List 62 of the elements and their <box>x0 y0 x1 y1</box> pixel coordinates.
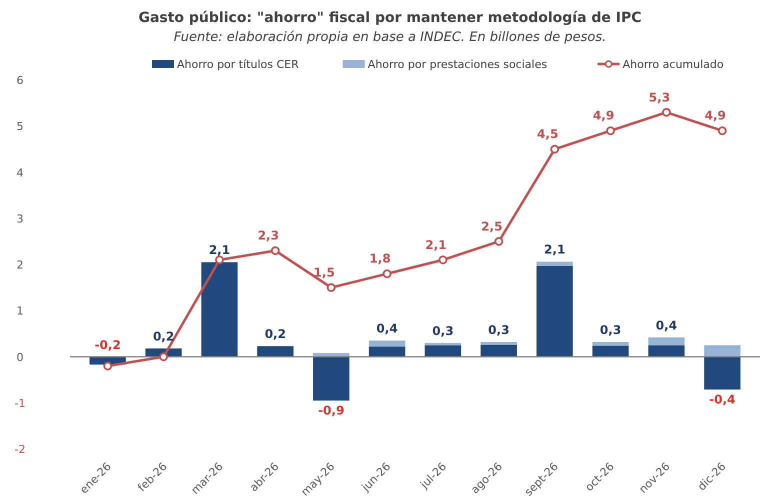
bar <box>424 345 462 357</box>
data-label: 2,3 <box>258 228 279 243</box>
chart-title: Gasto público: "ahorro" fiscal por mantener metodología de IPC <box>138 10 642 26</box>
y-tick-label: -1 <box>14 396 26 410</box>
y-tick-label: 6 <box>16 74 24 87</box>
bar <box>704 345 740 357</box>
total-label: 0,3 <box>432 324 454 338</box>
total-label: 0,3 <box>600 322 622 337</box>
y-tick-label: 5 <box>16 120 24 134</box>
data-label: 2,1 <box>425 238 447 252</box>
total-label: -0,4 <box>709 392 736 406</box>
y-tick-label: -2 <box>14 443 26 456</box>
bar <box>368 346 406 357</box>
data-label: 1,8 <box>369 252 391 266</box>
total-label: 2,1 <box>544 242 566 257</box>
bar <box>368 340 406 347</box>
legend-label: Ahorro acumulado <box>622 58 724 71</box>
bar <box>704 356 740 390</box>
bar <box>592 342 629 346</box>
point <box>382 269 392 278</box>
bar <box>648 337 685 346</box>
bar <box>480 344 517 357</box>
bar <box>313 356 350 401</box>
legend-label: Ahorro por prestaciones sociales <box>368 58 548 71</box>
total-label: 2,1 <box>208 243 230 258</box>
point <box>718 126 727 136</box>
point <box>438 255 448 264</box>
total-label: 0,2 <box>152 329 174 344</box>
legend-label: Ahorro por títulos CER <box>177 58 300 71</box>
point <box>606 126 615 136</box>
point <box>270 246 280 256</box>
total-label: 0,2 <box>264 327 286 342</box>
bar <box>648 345 685 357</box>
point <box>550 144 560 154</box>
bar <box>257 346 294 357</box>
chart-subtitle: Fuente: elaboración propia en base a INDEC. En billones de pesos. <box>174 30 606 45</box>
point <box>326 283 336 292</box>
point <box>159 352 168 362</box>
data-label: 4,9 <box>704 108 726 123</box>
bar <box>592 346 629 357</box>
total-label: 0,4 <box>376 322 398 336</box>
data-label: 5,3 <box>648 90 670 104</box>
bar <box>536 262 573 266</box>
total-label: 0,4 <box>656 318 678 332</box>
total-label: -0,9 <box>318 404 344 418</box>
total-label: -0,2 <box>94 338 121 352</box>
bar <box>480 342 517 345</box>
data-label: 4,9 <box>592 108 614 123</box>
bar <box>536 266 573 357</box>
data-label: 1,5 <box>314 266 335 280</box>
bar <box>201 262 238 357</box>
point <box>494 237 504 246</box>
y-tick-label: 1 <box>16 304 24 318</box>
point <box>662 108 671 117</box>
y-tick-label: 3 <box>16 212 24 226</box>
y-tick-label: 4 <box>16 166 24 180</box>
y-tick-label: 2 <box>16 258 24 272</box>
data-label: 2,5 <box>481 219 502 234</box>
point <box>103 362 112 370</box>
data-label: 4,5 <box>537 127 558 142</box>
total-label: 0,3 <box>488 322 510 337</box>
y-tick-label: 0 <box>16 350 24 364</box>
